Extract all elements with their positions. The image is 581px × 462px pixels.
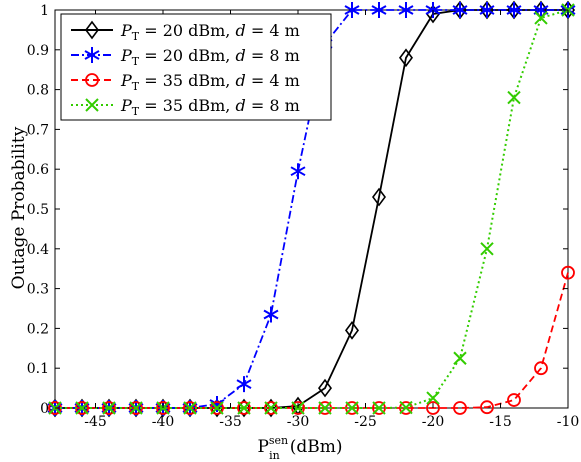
legend: PT = 20 dBm, d = 4 m PT = 20 dBm, d = 8 m…: [60, 13, 332, 121]
legend-marker: [85, 20, 99, 40]
x-axis-label: Psen in (dBm): [257, 434, 342, 462]
y-tick-label: 0.4: [27, 242, 49, 258]
data-point: [399, 401, 413, 415]
data-point: [372, 187, 386, 207]
y-tick-label: 0.3: [27, 282, 49, 298]
legend-marker: [85, 73, 99, 87]
x-tick-label: -15: [489, 414, 512, 430]
data-point: [318, 378, 332, 398]
legend-entry: PT = 35 dBm, d = 8 m: [71, 96, 300, 118]
data-point: [372, 401, 386, 415]
legend-entry: PT = 20 dBm, d = 4 m: [71, 20, 300, 43]
data-point: [480, 400, 494, 415]
y-tick-label: 0.7: [27, 122, 49, 138]
data-point: [399, 48, 413, 68]
data-point: [237, 401, 251, 415]
data-point: [345, 321, 359, 340]
series-line: [55, 9, 569, 409]
x-tick-label: -20: [422, 414, 445, 430]
axes-layer: -45 -40 -35 -30 -25 -20 -15 -10 0 0.1 0.2 0.3 0.4 0.5…: [27, 3, 580, 430]
x-tick-label: -35: [219, 414, 242, 430]
data-point: [399, 400, 413, 415]
legend-box: [60, 13, 332, 121]
x-tick-label: -30: [287, 414, 310, 430]
data-point: [236, 376, 252, 393]
legend-label: PT = 35 dBm, d = 8 m: [120, 96, 300, 118]
series-4: [48, 3, 575, 415]
data-point: [480, 242, 494, 256]
x-tick-label: -40: [152, 414, 175, 430]
data-point: [561, 265, 575, 280]
data-point: [102, 401, 116, 415]
data-point: [345, 401, 359, 415]
y-axis-label: Outage Probability: [9, 126, 29, 289]
data-point: [479, 2, 495, 18]
y-tick-label: 1: [40, 3, 49, 19]
data-point: [183, 401, 197, 415]
x-tick-label: -25: [354, 414, 377, 430]
data-point: [129, 401, 143, 415]
x-tick-label: -45: [84, 414, 107, 430]
data-point: [398, 2, 414, 18]
data-point: [453, 401, 467, 415]
data-point: [263, 306, 279, 323]
y-tick-label: 0.8: [27, 83, 49, 99]
data-point: [210, 401, 224, 415]
legend-label: PT = 35 dBm, d = 4 m: [120, 71, 300, 93]
y-tick-label: 0.2: [27, 321, 49, 337]
legend-marker: [85, 98, 99, 112]
legend-entry: PT = 35 dBm, d = 4 m: [71, 71, 300, 93]
data-point: [506, 2, 522, 18]
data-point: [534, 361, 548, 376]
data-point: [344, 2, 360, 18]
data-point: [75, 401, 89, 415]
legend-label: PT = 20 dBm, d = 8 m: [120, 46, 300, 68]
data-point: [290, 163, 306, 180]
x-tick-label: -10: [557, 414, 580, 430]
y-tick-label: 0: [40, 401, 49, 417]
data-point: [318, 401, 332, 415]
series-layer: [47, 0, 576, 418]
data-point: [426, 391, 440, 405]
y-tick-label: 0.1: [27, 361, 49, 377]
data-point: [534, 11, 548, 25]
data-point: [453, 351, 467, 365]
y-tick-label: 0.6: [27, 162, 49, 178]
y-tick-label: 0.9: [27, 43, 49, 59]
data-point: [372, 401, 386, 415]
legend-label: PT = 20 dBm, d = 4 m: [120, 21, 300, 43]
legend-entry: PT = 20 dBm, d = 8 m: [71, 46, 300, 68]
data-point: [371, 2, 387, 18]
data-point: [264, 401, 278, 415]
data-point: [507, 393, 521, 407]
data-point: [507, 90, 521, 105]
data-point: [452, 2, 468, 18]
legend-marker: [84, 47, 100, 63]
data-point: [426, 401, 440, 415]
y-tick-label: 0.5: [27, 202, 49, 218]
